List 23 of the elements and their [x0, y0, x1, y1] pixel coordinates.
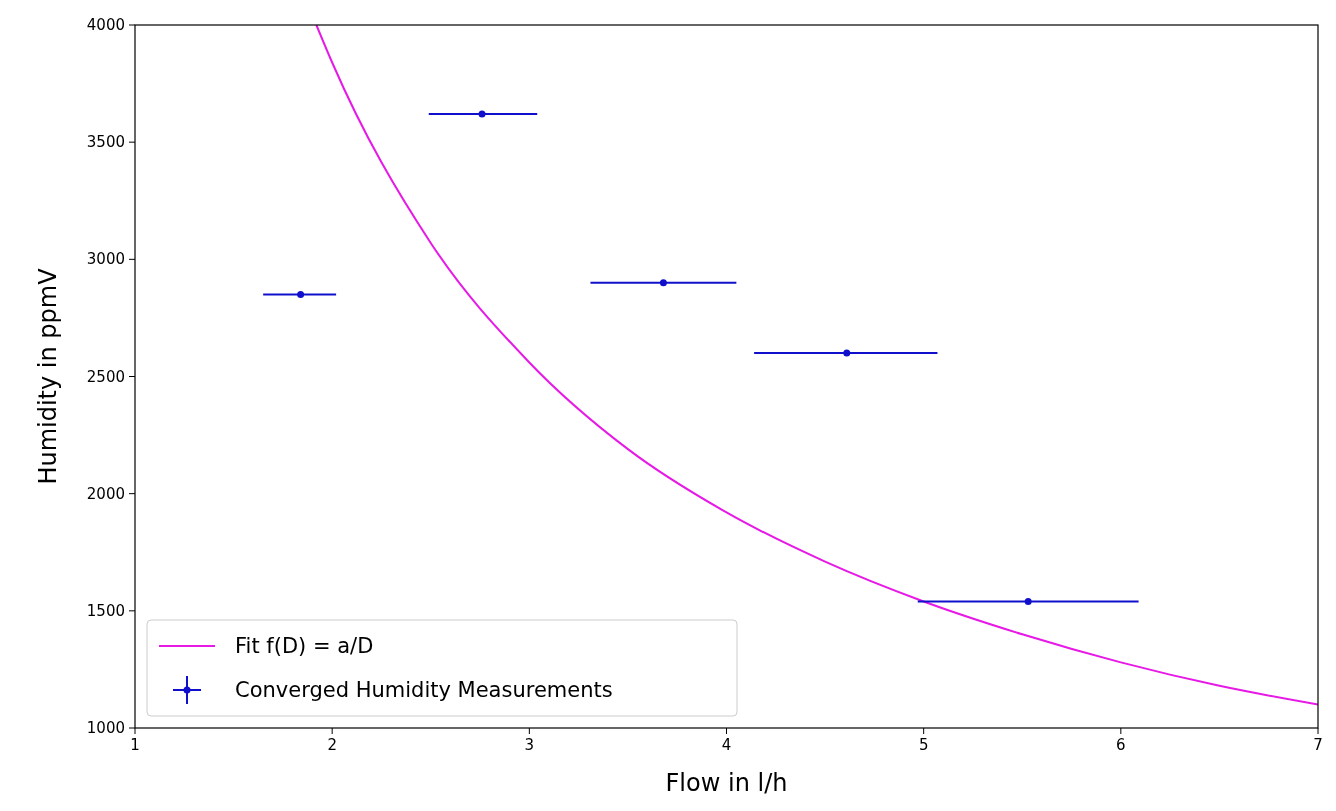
x-tick-label: 2	[327, 736, 337, 754]
point	[843, 349, 851, 357]
point	[478, 110, 486, 118]
y-tick-label: 1500	[86, 601, 125, 620]
y-tick-label: 4000	[86, 16, 125, 34]
legend-label: Fit f(D) = a/D	[235, 634, 374, 658]
point	[659, 279, 667, 287]
y-tick-label: 2000	[86, 484, 125, 503]
x-tick-label: 4	[721, 736, 732, 754]
y-axis-title: Humidity in ppmV	[34, 267, 62, 485]
x-axis-title: Flow in l/h	[665, 769, 788, 797]
legend-label: Converged Humidity Measurements	[235, 678, 613, 702]
x-tick-label: 5	[918, 736, 929, 754]
y-tick-label: 3500	[86, 133, 125, 152]
x-tick-label: 7	[1313, 736, 1323, 754]
point	[297, 290, 305, 298]
y-tick-label: 3000	[86, 250, 125, 269]
x-tick-label: 6	[1116, 736, 1126, 754]
y-tick-label: 1000	[86, 719, 125, 737]
point	[1024, 597, 1032, 605]
x-tick-label: 1	[130, 736, 140, 754]
y-tick-label: 2500	[86, 367, 125, 386]
x-tick-label: 3	[524, 736, 535, 754]
